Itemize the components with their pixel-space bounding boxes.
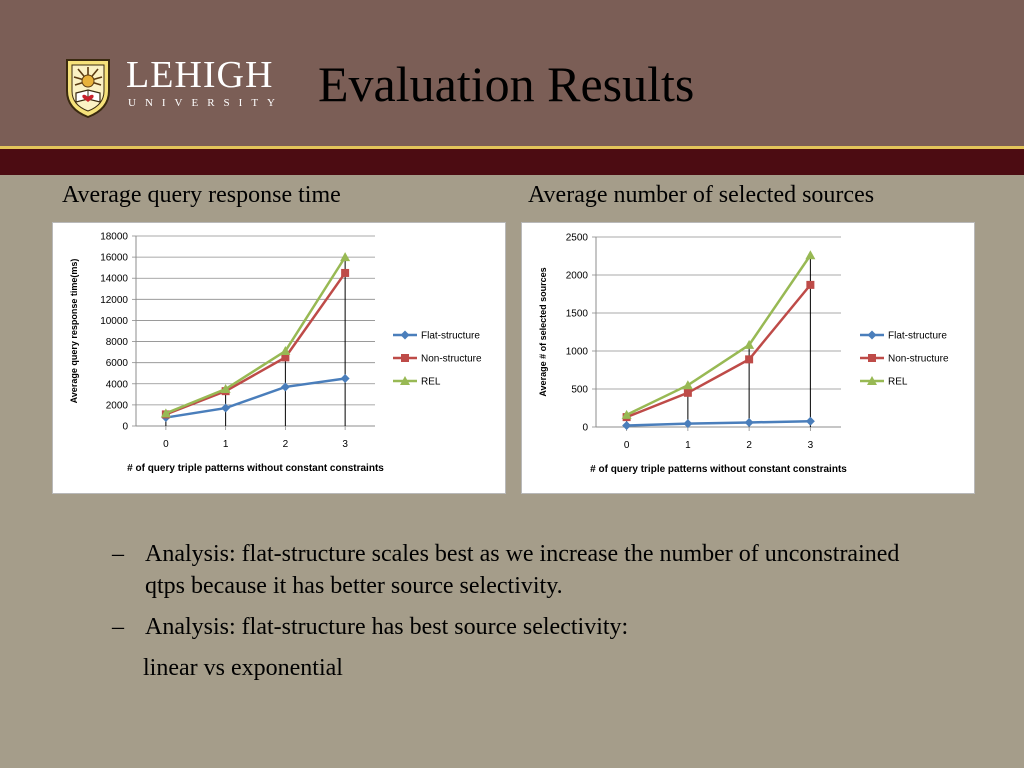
y-tick-label: 0 [122,422,128,433]
legend-marker [867,376,877,385]
series-line [165,377,346,419]
series-line [626,284,812,419]
data-point [682,380,693,390]
data-point [621,409,632,419]
data-point [744,417,754,427]
selected-sources-chart-svg: 0 500 1000 1500 2000 2500 0 1 2 3 Average # of sel… [538,233,949,476]
y-tick-label: 12000 [100,295,128,306]
gold-divider [0,146,1024,149]
y-tick-label: 8000 [106,337,129,348]
bullet-continuation: linear vs exponential [143,655,343,681]
y-tick-label: 2000 [106,400,129,411]
data-point [683,388,692,397]
bullet-text: Analysis: flat-structure has best source… [145,614,629,640]
response-time-chart-svg: 0 2000 4000 6000 8000 10000 12000 14000 16000 180… [69,232,482,475]
data-point [341,268,350,277]
data-point [805,250,816,260]
data-point [340,374,350,383]
y-axis-title: Average query response time(ms) [69,259,79,404]
data-point [683,419,693,429]
bullet-dash: – [112,541,124,567]
x-tick-label: 2 [283,439,289,450]
maroon-band [0,149,1024,175]
legend-marker [400,330,410,340]
data-point [805,416,815,426]
x-tick-label: 0 [163,439,169,450]
x-tick-label: 3 [342,439,348,450]
series-line [165,256,347,415]
y-tick-label: 4000 [106,379,129,390]
bullet-text: Analysis: flat-structure scales best as … [145,541,900,599]
data-point [622,420,632,430]
legend-marker [400,376,410,385]
chart-selected-sources: 0 500 1000 1500 2000 2500 0 1 2 3 Average # of sel… [521,222,975,494]
logo-wordmark: LEHIGH [126,54,274,96]
lehigh-logo: LEHIGH UNIVERSITY [64,54,294,119]
bullet-item: – Analysis: flat-structure has best sour… [112,611,912,643]
legend-label: Non-structure [888,354,949,365]
x-tick-label: 1 [685,440,691,451]
slide-title: Evaluation Results [318,56,695,112]
x-tick-label: 3 [808,440,814,451]
legend-label: REL [888,377,908,388]
y-tick-label: 10000 [100,316,128,327]
analysis-list: – Analysis: flat-structure scales best a… [112,538,912,684]
legend-label: Flat-structure [888,331,947,342]
y-tick-label: 1500 [566,309,589,320]
bullet-dash: – [112,614,124,640]
data-point [744,339,755,349]
data-point [806,280,815,289]
legend-label: Flat-structure [421,331,480,342]
y-tick-label: 2500 [566,233,589,244]
data-point [160,408,171,418]
legend-marker [401,354,409,362]
data-point [280,346,291,356]
x-tick-label: 1 [223,439,229,450]
x-tick-label: 0 [624,440,630,451]
legend-label: REL [421,377,441,388]
legend-marker [868,354,876,362]
title-bar: LEHIGH UNIVERSITY Evaluation Results [0,0,1024,146]
series-line [165,272,347,416]
x-tick-label: 2 [746,440,752,451]
x-axis-title: # of query triple patterns without const… [127,463,384,474]
caption-response-time: Average query response time [62,182,341,208]
series-line [626,420,811,427]
y-tick-label: 14000 [100,274,128,285]
y-tick-label: 2000 [566,271,589,282]
series-line [626,254,812,416]
data-point [281,353,290,362]
chart-response-time: 0 2000 4000 6000 8000 10000 12000 14000 16000 180… [52,222,506,494]
y-tick-label: 16000 [100,253,128,264]
shield-icon [66,59,110,119]
data-point [340,252,351,262]
y-axis-title: Average # of selected sources [538,267,548,396]
y-tick-label: 18000 [100,232,128,243]
data-point [745,355,754,364]
y-tick-label: 1000 [566,347,589,358]
caption-selected-sources: Average number of selected sources [528,182,875,208]
y-tick-label: 6000 [106,358,129,369]
bullet-item: – Analysis: flat-structure scales best a… [112,538,912,602]
data-point [280,382,290,392]
data-point [220,384,231,394]
y-tick-label: 500 [571,385,588,396]
y-tick-label: 0 [582,423,588,434]
data-point [221,403,231,413]
legend-label: Non-structure [421,354,482,365]
legend-marker [867,330,877,340]
logo-subtitle: UNIVERSITY [128,97,284,109]
x-axis-title: # of query triple patterns without const… [590,464,847,475]
